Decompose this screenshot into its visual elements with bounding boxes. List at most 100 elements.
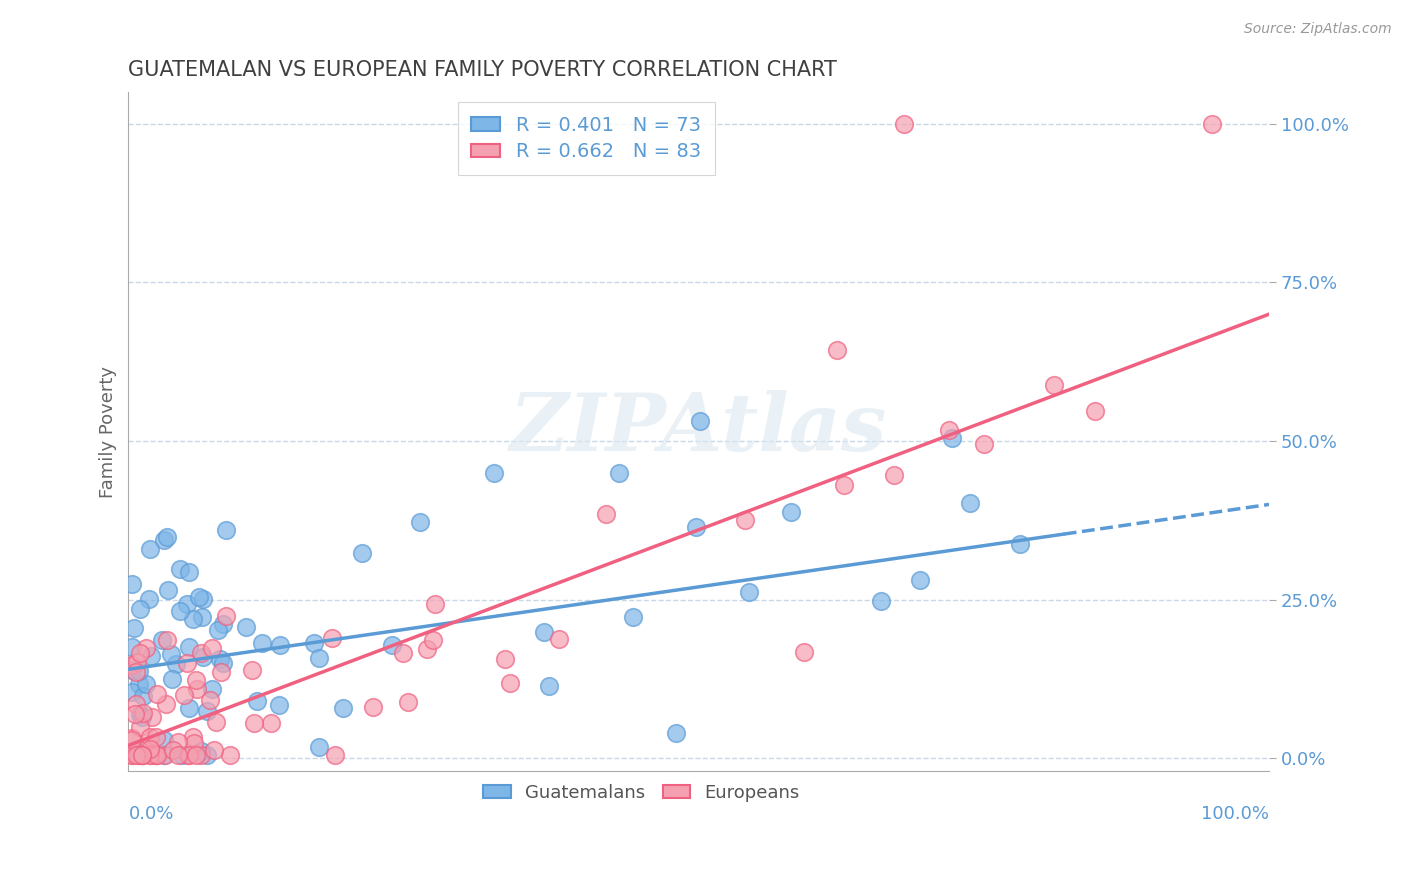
Point bbox=[124, 743, 146, 757]
Point bbox=[191, 649, 214, 664]
Point bbox=[209, 652, 232, 666]
Point bbox=[124, 706, 146, 721]
Text: 0.0%: 0.0% bbox=[128, 805, 174, 823]
Point bbox=[131, 747, 153, 762]
Point bbox=[183, 736, 205, 750]
Point bbox=[122, 621, 145, 635]
Point bbox=[139, 542, 162, 557]
Point bbox=[127, 747, 149, 762]
Point bbox=[177, 565, 200, 579]
Point bbox=[201, 682, 224, 697]
Point bbox=[190, 744, 212, 758]
Point bbox=[308, 651, 330, 665]
Point bbox=[145, 730, 167, 744]
Point bbox=[139, 747, 162, 762]
Point bbox=[323, 747, 346, 762]
Point bbox=[176, 657, 198, 671]
Point bbox=[416, 642, 439, 657]
Text: ZIPAtlas: ZIPAtlas bbox=[510, 390, 887, 467]
Point bbox=[381, 638, 404, 652]
Point bbox=[734, 513, 756, 527]
Point bbox=[125, 747, 148, 762]
Point bbox=[780, 506, 803, 520]
Point bbox=[409, 515, 432, 529]
Point bbox=[172, 747, 194, 762]
Point bbox=[198, 692, 221, 706]
Point bbox=[212, 657, 235, 671]
Point bbox=[177, 747, 200, 762]
Text: GUATEMALAN VS EUROPEAN FAMILY POVERTY CORRELATION CHART: GUATEMALAN VS EUROPEAN FAMILY POVERTY CO… bbox=[128, 60, 838, 79]
Point bbox=[195, 704, 218, 718]
Point bbox=[689, 414, 711, 428]
Point bbox=[870, 594, 893, 608]
Point bbox=[139, 742, 162, 756]
Point bbox=[623, 610, 645, 624]
Point bbox=[186, 682, 208, 697]
Point bbox=[146, 747, 169, 762]
Point bbox=[425, 597, 447, 611]
Point bbox=[135, 641, 157, 656]
Point bbox=[121, 733, 143, 747]
Point bbox=[121, 658, 143, 673]
Point bbox=[332, 701, 354, 715]
Point bbox=[121, 747, 143, 762]
Point bbox=[186, 673, 208, 687]
Point bbox=[139, 648, 162, 663]
Point bbox=[138, 591, 160, 606]
Point bbox=[941, 431, 963, 445]
Point bbox=[129, 720, 152, 734]
Point bbox=[129, 646, 152, 660]
Point bbox=[260, 715, 283, 730]
Point bbox=[181, 730, 204, 744]
Point bbox=[537, 679, 560, 693]
Point bbox=[209, 665, 232, 679]
Text: Source: ZipAtlas.com: Source: ZipAtlas.com bbox=[1244, 22, 1392, 37]
Point bbox=[121, 747, 143, 762]
Point bbox=[156, 632, 179, 647]
Point bbox=[121, 746, 143, 760]
Point bbox=[883, 467, 905, 482]
Point bbox=[173, 688, 195, 702]
Point bbox=[201, 640, 224, 655]
Point bbox=[832, 477, 855, 491]
Point bbox=[202, 742, 225, 756]
Point bbox=[392, 647, 415, 661]
Point bbox=[191, 591, 214, 606]
Point bbox=[396, 695, 419, 709]
Point bbox=[825, 343, 848, 358]
Point bbox=[269, 638, 291, 652]
Point bbox=[184, 747, 207, 762]
Point bbox=[146, 687, 169, 701]
Point bbox=[131, 689, 153, 703]
Point bbox=[607, 466, 630, 480]
Point bbox=[156, 530, 179, 544]
Point bbox=[893, 117, 915, 131]
Point bbox=[219, 747, 242, 762]
Point bbox=[235, 620, 257, 634]
Point bbox=[215, 523, 238, 537]
Point bbox=[1201, 117, 1223, 131]
Point bbox=[128, 677, 150, 691]
Point bbox=[131, 747, 153, 762]
Point bbox=[321, 631, 343, 645]
Point bbox=[121, 663, 143, 677]
Point bbox=[246, 693, 269, 707]
Point bbox=[361, 699, 384, 714]
Point bbox=[145, 747, 167, 762]
Y-axis label: Family Poverty: Family Poverty bbox=[100, 366, 117, 498]
Point bbox=[352, 546, 374, 560]
Point bbox=[665, 725, 688, 739]
Point bbox=[135, 676, 157, 690]
Point bbox=[121, 640, 143, 655]
Point bbox=[1043, 378, 1066, 392]
Point bbox=[533, 624, 555, 639]
Point bbox=[143, 747, 166, 762]
Point bbox=[240, 663, 263, 677]
Point bbox=[190, 646, 212, 660]
Point bbox=[179, 700, 201, 714]
Point bbox=[548, 632, 571, 646]
Point bbox=[157, 582, 180, 597]
Point bbox=[121, 685, 143, 699]
Text: 100.0%: 100.0% bbox=[1201, 805, 1270, 823]
Point bbox=[131, 747, 153, 762]
